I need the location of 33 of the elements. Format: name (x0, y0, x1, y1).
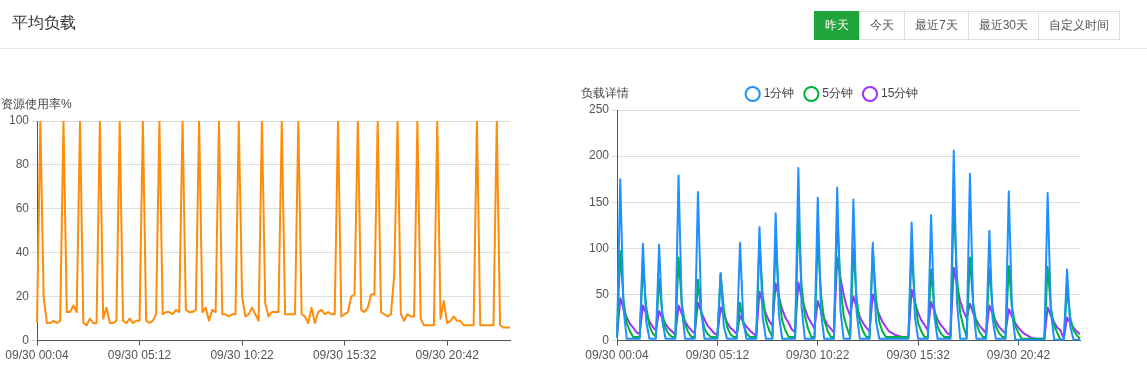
y-axis-title: 负载详情 (581, 86, 630, 101)
x-tick-label: 09/30 10:22 (786, 348, 850, 363)
x-tick-label: 09/30 15:32 (312, 348, 377, 363)
chart-title: 平均负载 (12, 13, 76, 33)
y-tick-label: 150 (588, 194, 610, 209)
x-tick-label: 09/30 15:32 (886, 348, 951, 363)
y-tick-label: 50 (595, 286, 610, 301)
x-tick-label: 09/30 20:42 (415, 348, 480, 363)
legend-label: 15分钟 (881, 86, 919, 101)
y-tick-label: 250 (588, 102, 610, 117)
text: 昨天 (814, 11, 860, 40)
x-tick-label: 09/30 00:04 (5, 348, 70, 363)
text: 今天 (859, 11, 905, 40)
legend-label: 5分钟 (822, 86, 854, 101)
y-tick-label: 200 (588, 148, 610, 163)
x-tick-label: 09/30 05:12 (685, 348, 750, 363)
y-tick-label: 20 (15, 288, 30, 303)
x-tick-label: 09/30 20:42 (986, 348, 1051, 363)
x-tick-label: 09/30 10:22 (210, 348, 275, 363)
y-axis-title: 资源使用率% (1, 97, 73, 112)
y-tick-label: 60 (15, 201, 30, 216)
x-tick-label: 09/30 05:12 (107, 348, 172, 363)
y-tick-label: 0 (602, 332, 610, 347)
text: 最近30天 (967, 11, 1040, 40)
y-tick-label: 80 (15, 157, 30, 172)
y-tick-label: 100 (588, 240, 610, 255)
y-tick-label: 100 (8, 113, 30, 128)
text: 自定义时间 (1038, 11, 1121, 40)
text: 最近7天 (904, 11, 969, 40)
y-tick-label: 40 (15, 245, 30, 260)
y-tick-label: 0 (22, 332, 30, 347)
legend-label: 1分钟 (763, 86, 795, 101)
x-tick-label: 09/30 00:04 (585, 348, 650, 363)
